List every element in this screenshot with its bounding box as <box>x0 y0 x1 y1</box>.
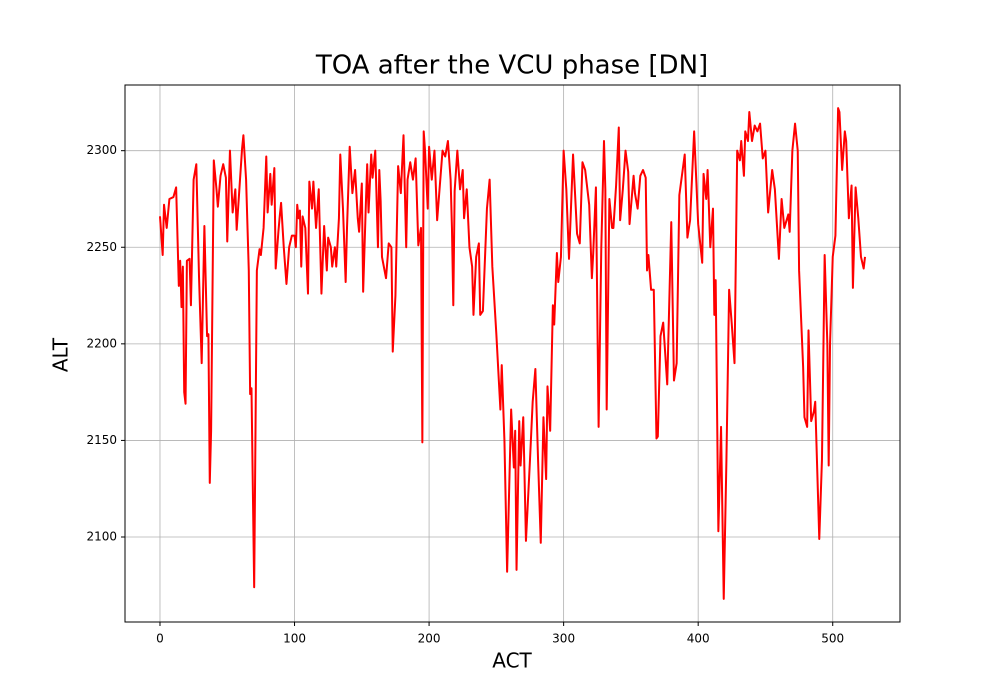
x-tick-label: 0 <box>156 632 164 646</box>
chart-title: TOA after the VCU phase [DN] <box>315 51 708 81</box>
data-line <box>158 107 867 600</box>
x-tick-label: 100 <box>283 632 306 646</box>
x-tick-label: 300 <box>552 632 575 646</box>
y-axis-label: ALT <box>49 337 73 372</box>
plot-area <box>158 107 867 600</box>
y-tick-label: 2100 <box>86 530 117 544</box>
y-tick-label: 2300 <box>86 143 117 157</box>
x-tick-label: 200 <box>418 632 441 646</box>
x-tick-label: 400 <box>687 632 710 646</box>
x-tick-label: 500 <box>821 632 844 646</box>
y-tick-label: 2150 <box>86 433 117 447</box>
x-axis-label: ACT <box>492 649 532 673</box>
y-tick-label: 2200 <box>86 336 117 350</box>
axes-frame <box>124 84 901 623</box>
y-tick-label: 2250 <box>86 240 117 254</box>
